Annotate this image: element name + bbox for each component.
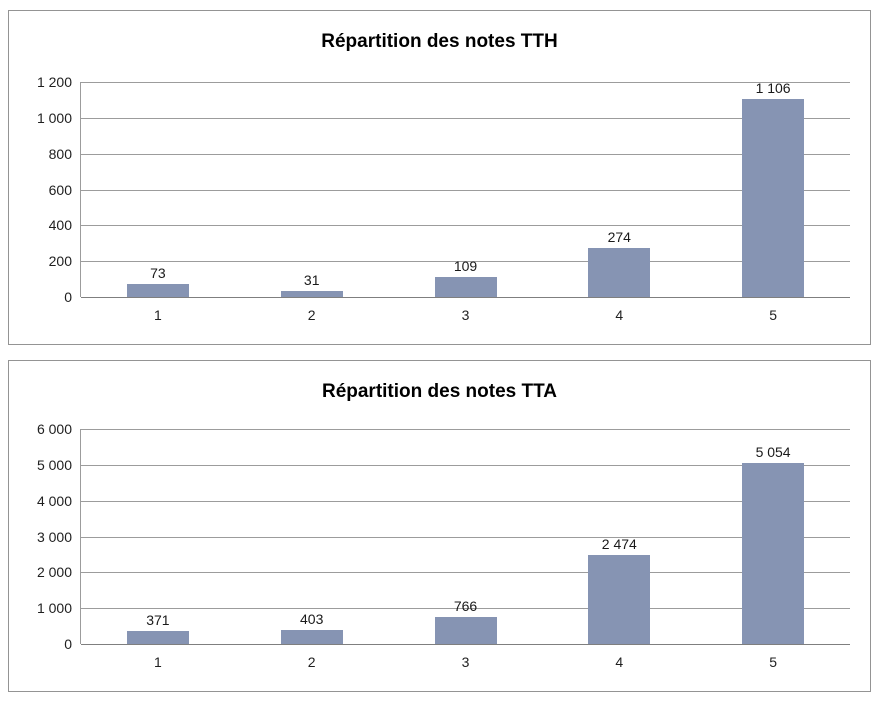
bar-category-3 — [434, 277, 497, 297]
bar-value-label: 274 — [607, 229, 631, 245]
gridline — [81, 429, 850, 430]
y-axis-tick-label: 0 — [64, 636, 72, 652]
bar-category-4 — [588, 555, 651, 644]
bar-value-label: 73 — [150, 265, 166, 281]
y-axis-tick-label: 1 000 — [36, 600, 72, 617]
x-axis-tick-label: 3 — [461, 654, 470, 670]
gridline — [81, 536, 850, 538]
bar-value-label: 403 — [300, 611, 324, 627]
x-axis-tick-label: 5 — [769, 654, 777, 670]
bar-category-5 — [742, 99, 805, 297]
bar-value-label: 371 — [146, 612, 170, 628]
gridline — [81, 225, 850, 227]
y-axis-tick-label: 400 — [48, 217, 72, 234]
x-axis-line — [81, 297, 850, 298]
y-axis-tick-label: 1 000 — [36, 109, 72, 126]
y-axis-tick-label: 2 000 — [36, 564, 72, 581]
x-axis-tick-label: 5 — [769, 307, 777, 323]
gridline — [81, 117, 850, 119]
x-axis-tick-label: 4 — [615, 654, 624, 670]
gridline — [81, 572, 850, 574]
y-axis-tick-label: 6 000 — [36, 421, 72, 437]
y-axis-tick-label: 4 000 — [36, 492, 72, 509]
chart-title-tta: Répartition des notes TTA — [321, 381, 558, 402]
chart-panel-tta: Répartition des notes TTA 0 1 000 2 000 3 0… — [8, 360, 871, 692]
gridline — [81, 464, 850, 466]
x-axis-tick-label: 1 — [154, 654, 162, 670]
x-axis-tick-label: 1 — [154, 307, 162, 323]
y-axis-tick-label: 200 — [48, 253, 72, 270]
y-axis-tick-label: 600 — [48, 181, 72, 198]
gridline — [81, 500, 850, 502]
bar-category-5 — [742, 463, 805, 644]
chart-panel-tth: Répartition des notes TTH 0 200 400 600 800 1… — [8, 10, 871, 345]
y-axis-tick-label: 0 — [64, 289, 72, 305]
x-axis-line — [81, 644, 850, 645]
gridline — [81, 261, 850, 263]
bar-value-label: 2 474 — [601, 536, 637, 552]
gridline — [81, 82, 850, 83]
bar-value-label: 766 — [453, 598, 478, 614]
x-axis-tick-label: 2 — [307, 307, 316, 323]
bar-category-2 — [280, 630, 343, 644]
bar-value-label: 31 — [303, 272, 320, 288]
bar-category-1 — [126, 631, 189, 644]
plot-area-tta: 0 1 000 2 000 3 000 4 000 5 000 6 000 371 1 403 2 7… — [37, 421, 850, 670]
x-axis-tick-label: 3 — [461, 307, 470, 323]
bar-value-label: 109 — [453, 258, 478, 274]
bar-category-2 — [280, 291, 343, 297]
x-axis-tick-label: 4 — [615, 307, 624, 323]
bar-value-label: 5 054 — [755, 444, 791, 460]
y-axis-tick-label: 5 000 — [36, 456, 72, 473]
bar-category-3 — [434, 617, 497, 644]
y-axis-tick-label: 800 — [48, 145, 72, 162]
y-axis-tick-label: 1 200 — [36, 74, 72, 90]
x-axis-tick-label: 2 — [307, 654, 316, 670]
gridline — [81, 189, 850, 191]
bar-category-4 — [588, 248, 651, 297]
gridline — [81, 153, 850, 155]
chart-title-tth: Répartition des notes TTH — [321, 31, 558, 52]
y-axis-tick-label: 3 000 — [36, 528, 72, 545]
plot-area-tth: 0 200 400 600 800 1 000 1 200 73 1 31 2 109 3 274 4 1 1… — [37, 74, 850, 323]
bar-category-1 — [126, 284, 189, 297]
bar-value-label: 1 106 — [755, 80, 791, 96]
gridline — [81, 608, 850, 610]
